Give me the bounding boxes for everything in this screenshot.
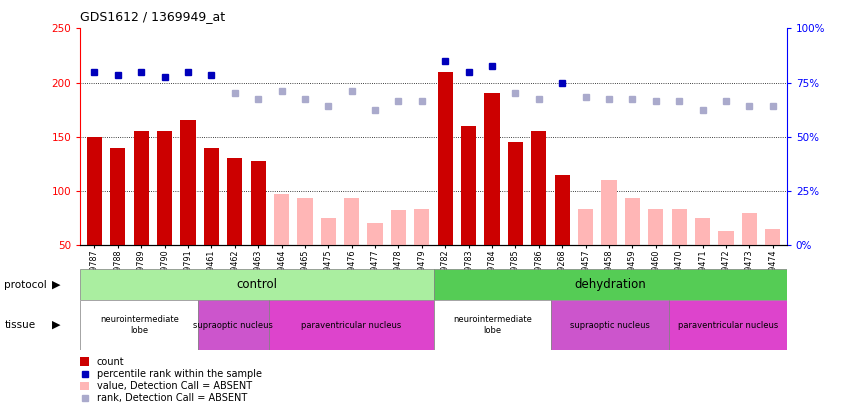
Bar: [555, 175, 570, 245]
Text: paraventricular nucleus: paraventricular nucleus: [301, 320, 401, 330]
Bar: [415, 209, 430, 245]
Bar: [648, 209, 663, 245]
Bar: [344, 198, 360, 245]
Text: count: count: [96, 357, 124, 367]
Bar: [321, 218, 336, 245]
Bar: [80, 269, 433, 300]
Bar: [87, 136, 102, 245]
Bar: [602, 180, 617, 245]
Text: control: control: [237, 278, 277, 291]
Bar: [80, 357, 89, 366]
Text: value, Detection Call = ABSENT: value, Detection Call = ABSENT: [96, 381, 252, 391]
Bar: [461, 126, 476, 245]
Text: GDS1612 / 1369949_at: GDS1612 / 1369949_at: [80, 10, 226, 23]
Text: percentile rank within the sample: percentile rank within the sample: [96, 369, 261, 379]
Text: paraventricular nucleus: paraventricular nucleus: [678, 320, 778, 330]
Bar: [110, 147, 125, 245]
Text: supraoptic nucleus: supraoptic nucleus: [194, 320, 273, 330]
Bar: [531, 131, 547, 245]
Bar: [578, 209, 593, 245]
Bar: [80, 300, 198, 350]
Text: dehydration: dehydration: [574, 278, 646, 291]
Bar: [718, 231, 733, 245]
Text: supraoptic nucleus: supraoptic nucleus: [570, 320, 650, 330]
Bar: [695, 218, 710, 245]
Bar: [669, 300, 787, 350]
Text: ▶: ▶: [52, 279, 61, 290]
Bar: [227, 158, 242, 245]
Bar: [437, 72, 453, 245]
Bar: [391, 210, 406, 245]
Bar: [297, 198, 312, 245]
Bar: [433, 300, 552, 350]
Bar: [485, 93, 500, 245]
Bar: [134, 131, 149, 245]
Bar: [552, 300, 669, 350]
Bar: [269, 300, 433, 350]
Text: neurointermediate
lobe: neurointermediate lobe: [100, 315, 179, 335]
Bar: [180, 120, 195, 245]
Text: ▶: ▶: [52, 320, 61, 330]
Text: protocol: protocol: [4, 279, 47, 290]
Bar: [204, 147, 219, 245]
Bar: [433, 269, 787, 300]
Bar: [80, 382, 89, 390]
Bar: [250, 160, 266, 245]
Text: rank, Detection Call = ABSENT: rank, Detection Call = ABSENT: [96, 393, 247, 403]
Bar: [367, 224, 382, 245]
Bar: [198, 300, 269, 350]
Bar: [672, 209, 687, 245]
Bar: [742, 213, 757, 245]
Bar: [157, 131, 173, 245]
Bar: [625, 198, 640, 245]
Bar: [508, 142, 523, 245]
Bar: [765, 229, 780, 245]
Text: tissue: tissue: [4, 320, 36, 330]
Text: neurointermediate
lobe: neurointermediate lobe: [453, 315, 532, 335]
Bar: [274, 194, 289, 245]
